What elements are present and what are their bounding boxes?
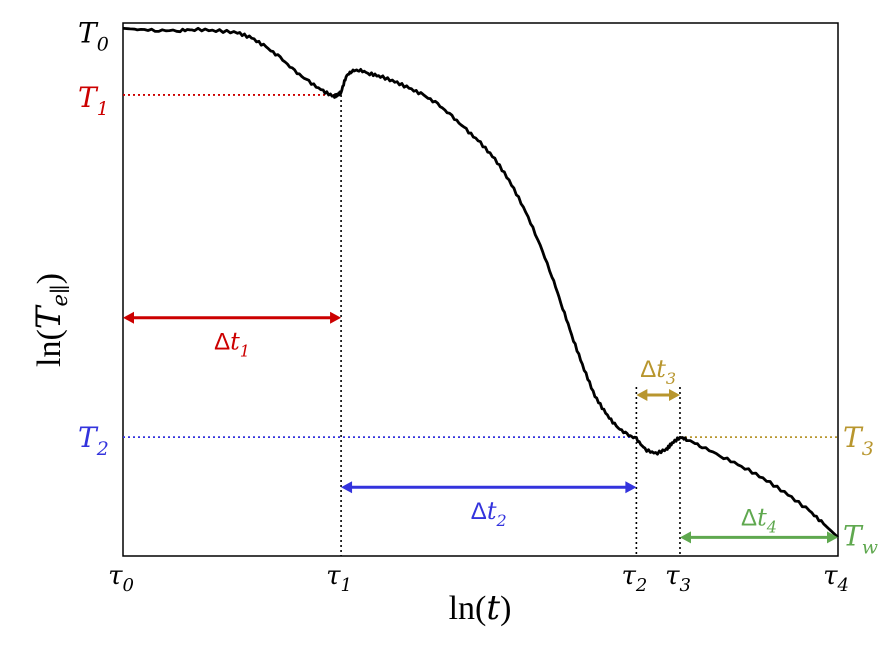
- arrow-head-right-dt2: [625, 481, 637, 494]
- x-tick-label-2-sub: 2: [635, 575, 647, 596]
- y-axis-label-fn: ln(: [31, 329, 68, 367]
- x-tick-label-1: τ1: [326, 561, 352, 596]
- level-label-T1-base: T: [78, 81, 99, 114]
- level-label-T0-sub: 0: [97, 33, 109, 55]
- interval-label-dt4-base: t: [757, 503, 767, 531]
- x-tick-label-1-sub: 1: [341, 575, 352, 596]
- arrow-head-right-dt3: [668, 389, 680, 402]
- interval-label-dt4-delta: Δ: [741, 504, 757, 531]
- x-axis-label: ln(t): [449, 588, 512, 628]
- x-tick-label-3-sub: 3: [679, 575, 690, 596]
- x-tick-label-2-base: τ: [621, 561, 636, 591]
- x-tick-label-2: τ2: [621, 561, 647, 596]
- level-label-T1: T1: [78, 81, 109, 120]
- x-tick-label-3: τ3: [665, 561, 691, 596]
- level-label-Tw: Tw: [843, 519, 878, 558]
- y-axis-label-close: ): [31, 273, 68, 284]
- level-label-T2-sub: 2: [96, 438, 109, 460]
- arrow-head-right-dt1: [330, 311, 342, 324]
- interval-label-dt3-sub: 3: [666, 369, 676, 388]
- y-axis-label: ln(Te∥): [29, 273, 72, 367]
- interval-label-dt3-delta: Δ: [640, 356, 656, 383]
- x-tick-label-1-base: τ: [326, 561, 341, 591]
- interval-label-dt2-sub: 2: [495, 511, 506, 530]
- level-label-T2-base: T: [78, 421, 99, 454]
- level-label-Tw-base: T: [843, 519, 864, 552]
- x-axis-label-var: t: [486, 588, 500, 628]
- interval-label-dt3-base: t: [656, 355, 666, 383]
- x-axis-label-fn: ln(: [449, 590, 487, 627]
- level-label-T0: T0: [78, 16, 109, 55]
- x-axis-label-close: ): [500, 590, 511, 627]
- level-label-T2: T2: [78, 421, 109, 460]
- interval-label-dt1: Δt1: [214, 328, 250, 361]
- x-tick-label-4: τ4: [823, 561, 849, 596]
- x-tick-label-4-sub: 4: [836, 575, 848, 596]
- x-tick-label-0-base: τ: [108, 561, 123, 591]
- level-label-T3-base: T: [843, 421, 864, 454]
- x-tick-label-0-sub: 0: [122, 575, 133, 596]
- x-tick-label-3-base: τ: [665, 561, 680, 591]
- level-label-T3: T3: [843, 421, 874, 460]
- x-tick-label-4-base: τ: [823, 561, 838, 591]
- interval-label-dt2: Δt2: [471, 497, 507, 530]
- level-label-T1-sub: 1: [97, 98, 109, 120]
- interval-label-dt4: Δt4: [741, 503, 777, 536]
- arrow-head-left-dt3: [636, 389, 648, 402]
- interval-label-dt1-base: t: [230, 328, 240, 356]
- interval-label-dt3: Δt3: [640, 355, 676, 388]
- interval-label-dt2-base: t: [487, 497, 497, 525]
- interval-label-dt1-delta: Δ: [214, 329, 230, 356]
- arrow-head-left-dt1: [123, 311, 134, 324]
- interval-label-dt4-sub: 4: [766, 517, 777, 536]
- plot-frame: [122, 22, 839, 557]
- y-axis-label-sub: e∥: [48, 284, 72, 306]
- level-label-T3-sub: 3: [862, 438, 874, 460]
- arrow-head-left-dt4: [679, 531, 691, 544]
- level-label-T0-base: T: [78, 16, 99, 49]
- interval-arrows: [123, 311, 838, 544]
- guide-lines: [123, 94, 838, 556]
- y-axis-label-var: T: [29, 304, 69, 329]
- level-label-Tw-sub: w: [862, 536, 878, 558]
- interval-label-dt1-sub: 1: [240, 342, 250, 361]
- series-layer: [122, 26, 839, 539]
- arrow-head-left-dt2: [341, 481, 353, 494]
- temperature-curve: [122, 26, 839, 539]
- arrow-head-right-dt4: [827, 531, 838, 544]
- interval-label-dt2-delta: Δ: [471, 498, 487, 525]
- x-tick-label-0: τ0: [108, 561, 134, 596]
